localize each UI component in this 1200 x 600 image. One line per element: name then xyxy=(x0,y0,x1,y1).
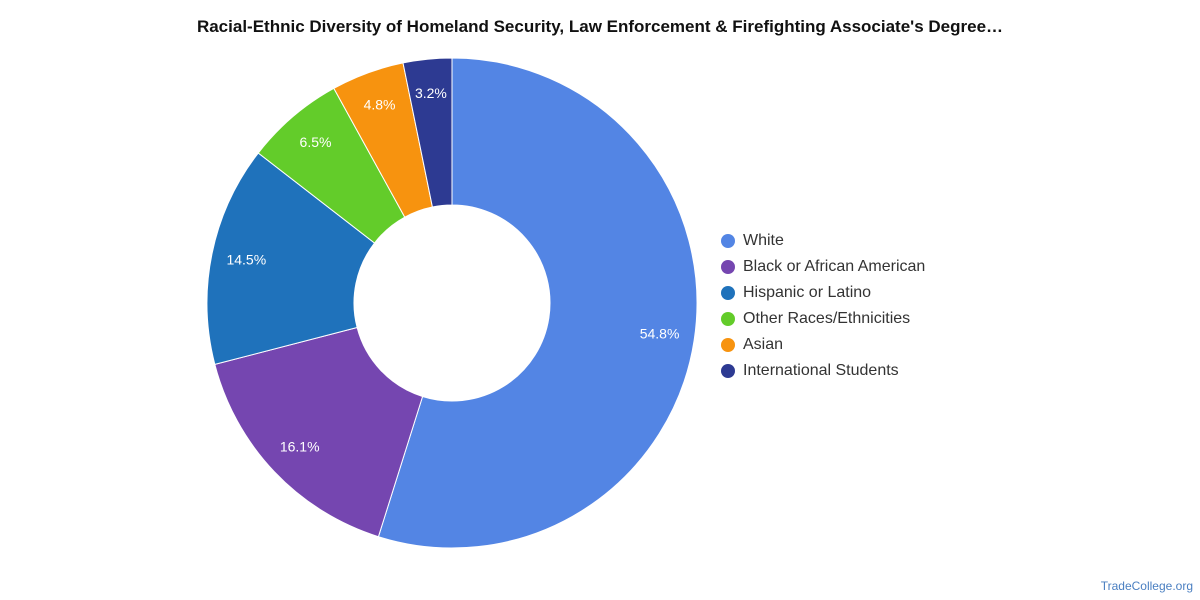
legend-swatch xyxy=(721,312,735,326)
slice-label-asian: 4.8% xyxy=(364,97,396,113)
slice-hispanic-or-latino[interactable] xyxy=(206,152,376,365)
legend-swatch xyxy=(721,338,735,352)
legend-swatch xyxy=(721,234,735,248)
legend-item-international-students[interactable]: International Students xyxy=(721,358,925,384)
slice-international-students[interactable] xyxy=(402,57,453,208)
chart-title: Racial-Ethnic Diversity of Homeland Secu… xyxy=(196,17,1004,36)
watermark[interactable]: TradeCollege.org xyxy=(1100,579,1193,593)
legend-label: Hispanic or Latino xyxy=(743,284,872,301)
slice-black-or-african-american[interactable] xyxy=(214,326,424,538)
legend-label: Asian xyxy=(743,336,784,353)
legend-swatch xyxy=(721,364,735,378)
slice-white[interactable] xyxy=(377,57,698,549)
legend-label: White xyxy=(743,232,784,249)
legend-label: Black or African American xyxy=(743,258,926,275)
legend-label: Other Races/Ethnicities xyxy=(743,310,911,327)
legend-item-asian[interactable]: Asian xyxy=(721,332,925,358)
legend-swatch xyxy=(721,260,735,274)
slice-label-white: 54.8% xyxy=(640,326,680,342)
legend-label: International Students xyxy=(743,362,899,379)
chart-legend: White Black or African American Hispanic o… xyxy=(721,228,925,384)
slice-label-hispanic-or-latino: 14.5% xyxy=(226,251,266,267)
slice-label-international-students: 3.2% xyxy=(415,85,447,101)
legend-item-other-races-ethnicities[interactable]: Other Races/Ethnicities xyxy=(721,306,925,332)
legend-item-white[interactable]: White xyxy=(721,228,925,254)
legend-item-black-or-african-american[interactable]: Black or African American xyxy=(721,254,925,280)
slice-label-other-races-ethnicities: 6.5% xyxy=(300,134,332,150)
legend-item-hispanic-or-latino[interactable]: Hispanic or Latino xyxy=(721,280,925,306)
slice-label-black-or-african-american: 16.1% xyxy=(280,438,320,454)
legend-swatch xyxy=(721,286,735,300)
